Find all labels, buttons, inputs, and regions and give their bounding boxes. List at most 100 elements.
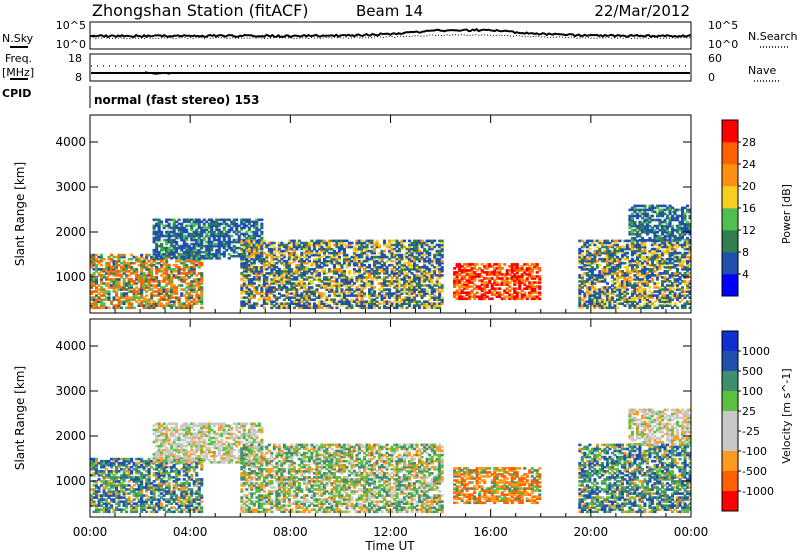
echo-cell: [263, 240, 266, 243]
echo-cell: [243, 254, 246, 257]
echo-cell: [168, 223, 171, 226]
echo-cell: [160, 243, 163, 246]
echo-cell: [263, 307, 266, 310]
echo-cell: [376, 240, 379, 243]
nsearch-label: N.Search: [748, 30, 798, 43]
echo-cell: [523, 291, 526, 294]
echo-cell: [626, 252, 629, 255]
echo-cell: [503, 263, 506, 266]
freq-nave-panel: [90, 54, 691, 81]
echo-cell: [536, 263, 539, 266]
echo-cell: [343, 270, 346, 273]
echo-cell: [363, 292, 366, 295]
echo-cell: [378, 244, 381, 247]
echo-cell: [308, 302, 311, 305]
echo-cell: [273, 246, 276, 249]
echo-cell: [323, 268, 326, 271]
echo-cell: [100, 264, 103, 267]
noise-left-tick: 10^0: [56, 38, 86, 51]
y-tick-label: 3000: [55, 180, 86, 194]
power-echo-cells: [90, 205, 692, 310]
echo-cell: [373, 286, 376, 289]
echo-cell: [260, 219, 263, 222]
echo-cell: [674, 302, 677, 305]
echo-cell: [516, 263, 519, 266]
echo-cell: [160, 231, 163, 234]
y-tick-label: 2000: [55, 225, 86, 239]
freq-tick: 18: [68, 52, 82, 65]
echo-cell: [648, 286, 651, 289]
echo-cell: [441, 240, 444, 243]
echo-cell: [200, 272, 203, 275]
echo-cell: [190, 294, 193, 297]
echo-cell: [388, 288, 391, 291]
echo-cell: [103, 302, 106, 305]
nsky-trace: [90, 29, 691, 37]
echo-cell: [441, 266, 444, 269]
echo-cell: [671, 225, 674, 228]
echo-cell: [103, 258, 106, 261]
echo-cell: [676, 268, 679, 271]
echo-cell: [345, 254, 348, 257]
echo-cell: [623, 262, 626, 265]
echo-cell: [643, 288, 646, 291]
echo-cell: [108, 307, 111, 310]
echo-cell: [538, 267, 541, 270]
echo-cell: [160, 221, 163, 224]
echo-cell: [95, 278, 98, 281]
echo-cell: [338, 256, 341, 259]
echo-cell: [120, 307, 123, 310]
echo-cell: [185, 229, 188, 232]
echo-cell: [441, 296, 444, 299]
echo-cell: [616, 307, 619, 310]
nsky-label: N.Sky: [2, 32, 34, 45]
station-title: Zhongshan Station (fitACF): [92, 1, 309, 20]
velocity-echo-cells: [90, 409, 692, 513]
echo-cell: [606, 282, 609, 285]
echo-cell: [681, 286, 684, 289]
echo-cell: [656, 282, 659, 285]
echo-cell: [603, 278, 606, 281]
echo-cell: [350, 304, 353, 307]
echo-cell: [366, 254, 369, 257]
echo-cell: [273, 242, 276, 245]
echo-cell: [133, 307, 136, 310]
echo-cell: [633, 221, 636, 224]
echo-cell: [200, 262, 203, 265]
y-tick-label: 1000: [55, 270, 86, 284]
echo-cell: [651, 215, 654, 218]
nave-tick: 0: [708, 71, 715, 84]
echo-cell: [598, 264, 601, 267]
echo-cell: [145, 294, 148, 297]
echo-cell: [253, 282, 256, 285]
echo-cell: [350, 276, 353, 279]
echo-cell: [383, 250, 386, 253]
echo-cell: [498, 263, 501, 266]
echo-cell: [441, 254, 444, 257]
echo-cell: [373, 290, 376, 293]
echo-cell: [441, 260, 444, 263]
echo-cell: [255, 302, 258, 305]
echo-cell: [491, 298, 494, 301]
echo-cell: [260, 231, 263, 234]
echo-cell: [581, 250, 584, 253]
echo-cell: [95, 482, 98, 485]
echo-cell: [378, 307, 381, 310]
echo-cell: [426, 290, 429, 293]
echo-cell: [260, 223, 263, 226]
echo-cell: [643, 205, 646, 208]
echo-cell: [123, 254, 126, 257]
nave-label: Nave: [748, 64, 776, 77]
echo-cell: [686, 205, 689, 208]
echo-cell: [626, 256, 629, 259]
echo-cell: [268, 296, 271, 299]
echo-cell: [441, 284, 444, 287]
echo-cell: [441, 274, 444, 277]
echo-cell: [676, 307, 679, 310]
date-label: 22/Mar/2012: [594, 2, 690, 20]
echo-cell: [476, 263, 479, 266]
echo-cell: [95, 458, 98, 461]
echo-cell: [140, 254, 143, 257]
